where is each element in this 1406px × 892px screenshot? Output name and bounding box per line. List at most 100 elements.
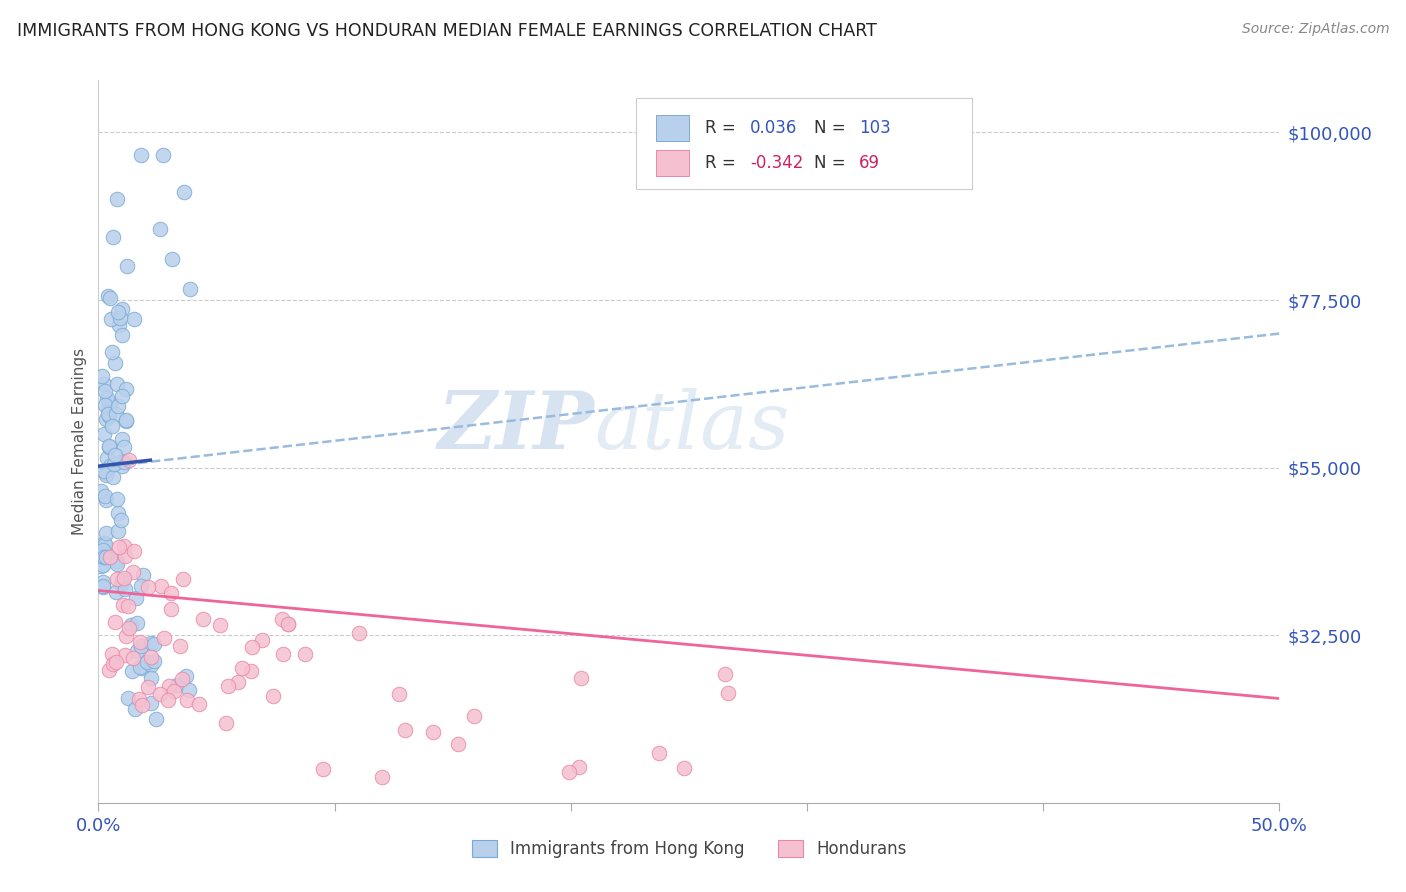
Point bbox=[142, 654, 165, 668]
Point bbox=[558, 764, 581, 779]
Point bbox=[149, 687, 172, 701]
Point bbox=[94, 537, 117, 551]
Point bbox=[105, 407, 128, 421]
Point bbox=[115, 260, 138, 274]
Point bbox=[294, 647, 316, 661]
Point bbox=[98, 549, 121, 564]
Point bbox=[110, 513, 132, 527]
Point bbox=[103, 457, 125, 471]
Point bbox=[141, 657, 163, 672]
Point bbox=[105, 193, 128, 207]
Point bbox=[111, 389, 134, 403]
Point bbox=[149, 222, 172, 236]
Text: atlas: atlas bbox=[595, 388, 790, 466]
Point bbox=[94, 525, 117, 540]
Point bbox=[105, 377, 128, 392]
Point bbox=[143, 637, 166, 651]
Point bbox=[103, 470, 125, 484]
Point bbox=[174, 669, 197, 683]
Point bbox=[100, 419, 122, 434]
Point bbox=[91, 574, 114, 589]
Text: 69: 69 bbox=[859, 154, 880, 172]
Point bbox=[262, 689, 284, 703]
Point bbox=[105, 585, 128, 599]
Point bbox=[101, 345, 124, 359]
Text: 103: 103 bbox=[859, 119, 891, 137]
Bar bbox=[655, 151, 689, 177]
Point bbox=[96, 412, 118, 426]
Point bbox=[105, 557, 128, 571]
Point bbox=[125, 644, 148, 658]
Point bbox=[160, 252, 183, 266]
Point bbox=[179, 683, 201, 698]
Point bbox=[394, 723, 416, 737]
Point bbox=[571, 672, 593, 686]
Point bbox=[96, 451, 118, 466]
Point bbox=[648, 746, 671, 760]
Text: 0.036: 0.036 bbox=[751, 119, 797, 137]
Point bbox=[179, 282, 201, 296]
Point bbox=[98, 409, 121, 424]
Point bbox=[714, 667, 737, 681]
Point bbox=[717, 686, 740, 700]
Point bbox=[141, 696, 163, 710]
Point bbox=[108, 455, 131, 469]
Text: N =: N = bbox=[814, 154, 851, 172]
Point bbox=[94, 467, 117, 481]
Point bbox=[107, 399, 129, 413]
Point bbox=[97, 549, 120, 564]
Point bbox=[136, 655, 159, 669]
Text: -0.342: -0.342 bbox=[751, 154, 804, 172]
Point bbox=[91, 580, 114, 594]
Point bbox=[129, 148, 152, 162]
Point bbox=[93, 426, 115, 441]
Point bbox=[169, 640, 191, 654]
Point bbox=[131, 661, 153, 675]
Point bbox=[172, 672, 194, 686]
Text: ZIP: ZIP bbox=[437, 388, 595, 466]
Point bbox=[115, 382, 138, 396]
Point bbox=[96, 550, 118, 565]
Point bbox=[112, 539, 135, 553]
Point bbox=[115, 629, 138, 643]
Point bbox=[129, 639, 152, 653]
Point bbox=[97, 439, 120, 453]
Point bbox=[131, 698, 153, 713]
Point bbox=[97, 289, 120, 303]
Point bbox=[118, 453, 141, 467]
Point bbox=[108, 541, 131, 555]
Point bbox=[136, 580, 159, 594]
Point bbox=[112, 571, 135, 585]
Point bbox=[93, 376, 115, 391]
Point bbox=[128, 659, 150, 673]
Point bbox=[139, 649, 162, 664]
Point bbox=[121, 664, 143, 678]
Point bbox=[117, 691, 139, 706]
Point bbox=[118, 621, 141, 635]
Point bbox=[209, 618, 232, 632]
Point bbox=[93, 549, 115, 564]
Point bbox=[172, 573, 194, 587]
Point bbox=[157, 679, 180, 693]
Point bbox=[121, 651, 143, 665]
Point bbox=[104, 615, 127, 629]
Point bbox=[98, 395, 121, 409]
Point bbox=[107, 304, 129, 318]
Point bbox=[217, 679, 239, 693]
Point bbox=[97, 407, 120, 421]
Bar bbox=[655, 115, 689, 141]
Point bbox=[90, 483, 112, 498]
Point bbox=[94, 384, 117, 398]
Point bbox=[157, 693, 180, 707]
Text: N =: N = bbox=[814, 119, 851, 137]
Point bbox=[277, 616, 299, 631]
Point bbox=[120, 618, 142, 632]
Point bbox=[110, 577, 132, 591]
Point bbox=[104, 655, 127, 669]
Point bbox=[98, 291, 121, 305]
Point bbox=[91, 543, 114, 558]
Point bbox=[96, 392, 118, 406]
Text: R =: R = bbox=[706, 119, 741, 137]
Point bbox=[270, 612, 292, 626]
Point bbox=[568, 760, 591, 774]
